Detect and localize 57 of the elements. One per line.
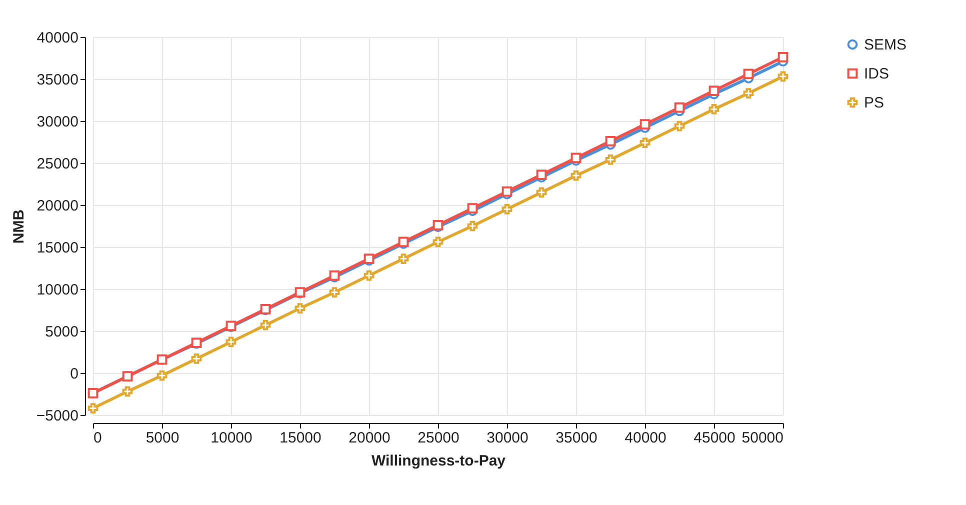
point: [260, 320, 271, 330]
point: [467, 220, 478, 232]
y-tick-label: 10000: [36, 282, 78, 298]
y-tick-label: 40000: [36, 30, 78, 46]
point: [674, 120, 685, 132]
x-axis-title: Willingness-to-Pay: [371, 452, 506, 470]
point: [467, 203, 478, 214]
point: [640, 138, 650, 148]
x-tick-label: 45000: [694, 430, 736, 446]
y-tick-label: 25000: [36, 156, 78, 172]
legend-label: PS: [864, 94, 884, 112]
point: [88, 403, 98, 414]
point: [294, 303, 306, 314]
point: [122, 386, 133, 397]
point: [743, 68, 754, 80]
x-tick-label: 5000: [146, 430, 180, 446]
point: [329, 287, 340, 298]
x-tick-label: 30000: [486, 430, 528, 446]
y-tick-label: 5000: [45, 324, 78, 340]
y-tick-label: −5000: [36, 408, 78, 424]
y-tick-label: 35000: [36, 72, 78, 88]
point: [398, 254, 409, 264]
point: [536, 170, 547, 180]
point: [536, 187, 547, 198]
point: [364, 270, 374, 281]
x-tick-label: 15000: [280, 430, 322, 446]
legend-label: SEMS: [864, 36, 907, 54]
point: [778, 71, 788, 82]
point: [708, 86, 720, 96]
legend-label: IDS: [864, 66, 890, 82]
y-tick-label: 20000: [36, 198, 78, 214]
y-tick-label: 30000: [36, 114, 78, 130]
x-tick-label: 0: [94, 430, 102, 446]
point: [605, 136, 616, 146]
point: [502, 204, 512, 214]
point: [570, 152, 582, 164]
x-tick-label: 40000: [624, 430, 666, 446]
y-tick-label: 15000: [36, 240, 78, 256]
point: [502, 186, 512, 197]
x-tick-label: 50000: [742, 430, 784, 446]
point: [778, 52, 788, 62]
point: [156, 370, 168, 381]
point: [191, 354, 202, 364]
x-tick-label: 35000: [556, 430, 598, 446]
x-tick-label: 10000: [210, 430, 252, 446]
x-tick-label: 20000: [348, 430, 390, 446]
point: [226, 336, 236, 348]
point: [605, 154, 616, 165]
point: [743, 88, 754, 98]
y-tick-label: 0: [70, 366, 78, 382]
point: [570, 170, 582, 181]
point: [640, 119, 650, 130]
point: [674, 102, 685, 113]
x-tick-label: 25000: [418, 430, 460, 446]
point: [432, 236, 444, 248]
point: [708, 104, 720, 114]
y-axis-title: NMB: [10, 209, 28, 244]
